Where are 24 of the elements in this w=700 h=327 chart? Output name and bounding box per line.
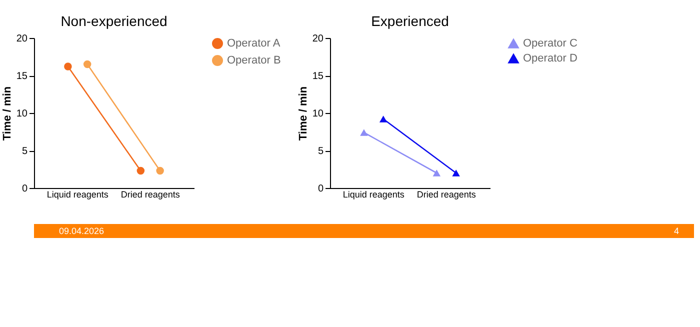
text: 09.04.2026 (59, 226, 104, 236)
y-tick-label: 15 (312, 71, 324, 82)
y-axis-title: Time / min (1, 86, 14, 141)
chart-title: Experienced (371, 13, 449, 29)
y-axis-title: Time / min (297, 86, 310, 141)
x-tick-label: Liquid reagents (342, 190, 405, 200)
y-tick-label: 15 (16, 71, 28, 82)
y-tick-label: 0 (318, 184, 324, 194)
legend-label: Operator B (227, 54, 281, 66)
y-tick-label: 10 (16, 108, 28, 120)
chart-title: Non-experienced (60, 13, 168, 29)
y-tick-label: 20 (16, 34, 28, 44)
x-tick-label: Dried reagents (416, 190, 476, 200)
text: 4 (674, 226, 680, 236)
y-tick-label: 5 (318, 146, 324, 157)
x-tick-label: Liquid reagents (46, 190, 109, 200)
y-tick-label: 0 (22, 184, 28, 194)
legend-label: Operator A (227, 38, 281, 50)
y-tick-label: 20 (312, 34, 324, 44)
x-tick-label: Dried reagents (120, 190, 180, 200)
legend-label: Operator C (523, 38, 578, 50)
y-tick-label: 5 (22, 146, 28, 157)
legend-label: Operator D (523, 52, 578, 64)
y-tick-label: 10 (312, 108, 324, 120)
